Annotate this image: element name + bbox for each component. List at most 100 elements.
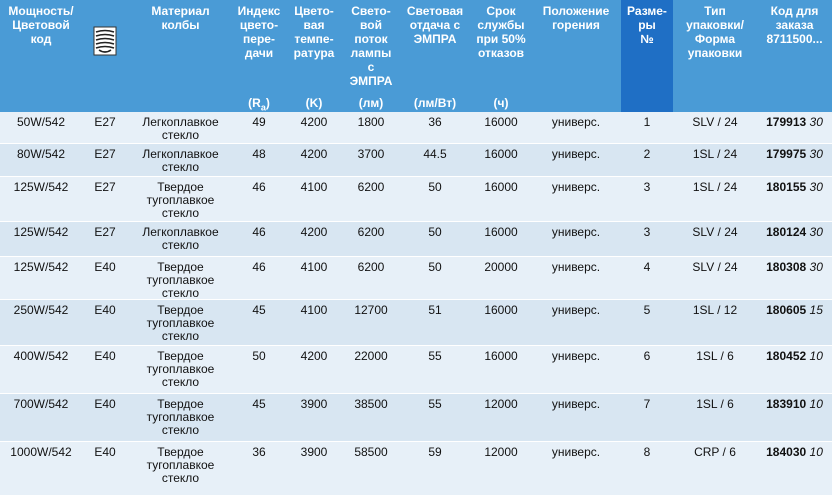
cell-ct: 4100 (300, 180, 328, 194)
header-flux: Свето- вой поток лампы с ЭМПРА (лм) (343, 0, 399, 112)
cell-ct: 4100 (300, 303, 328, 317)
cell-pack: 1SL / 24 (692, 180, 738, 194)
cell-eff: 50 (428, 260, 442, 274)
header-order: Код для заказа 8711500... (757, 0, 832, 112)
header-size-label: Разме- ры № (627, 4, 667, 46)
cell-material: Твердое тугоплавкое стекло (146, 397, 215, 437)
cell-eff: 44.5 (423, 147, 447, 161)
cell-eff: 36 (428, 115, 442, 129)
order-code-suffix: 30 (809, 115, 823, 129)
cell-order-code: 180605 15 (757, 304, 832, 317)
cell-pos: универс. (551, 180, 601, 194)
order-code: 180155 (766, 180, 807, 194)
cell-base: E40 (94, 445, 116, 459)
row-divider (0, 256, 832, 257)
row-divider (0, 299, 832, 300)
header-size: Разме- ры № (621, 0, 673, 112)
cell-pack: 1SL / 12 (692, 303, 738, 317)
header-efficacy: Световая отдача с ЭМПРА (лм/Вт) (399, 0, 471, 112)
cell-flux: 3700 (357, 147, 385, 161)
cell-pack: CRP / 6 (694, 445, 736, 459)
cell-life: 16000 (484, 349, 518, 363)
order-code: 180308 (766, 260, 807, 274)
header-position-label: Положение горения (542, 4, 610, 32)
cell-power: 700W/542 (13, 397, 69, 411)
order-code: 179975 (766, 147, 807, 161)
cell-life: 20000 (484, 260, 518, 274)
cell-ct: 4200 (300, 225, 328, 239)
cell-flux: 1800 (357, 115, 385, 129)
cell-ct: 3900 (300, 445, 328, 459)
cell-ct: 4100 (300, 260, 328, 274)
cell-cri: 45 (252, 397, 266, 411)
cell-pack: SLV / 24 (692, 225, 738, 239)
cri-unit-sub: a (260, 102, 266, 113)
cell-order-code: 179975 30 (757, 148, 832, 161)
cell-flux: 6200 (357, 225, 385, 239)
cell-flux: 6200 (357, 180, 385, 194)
header-efficacy-unit: (лм/Вт) (413, 96, 457, 110)
cell-power: 50W/542 (16, 115, 66, 129)
cell-size: 5 (643, 303, 651, 317)
cell-ct: 4200 (300, 115, 328, 129)
cell-ct: 4200 (300, 349, 328, 363)
row-divider (0, 221, 832, 222)
cell-cri: 48 (252, 147, 266, 161)
order-code-suffix: 15 (809, 303, 823, 317)
order-code-suffix: 10 (809, 349, 823, 363)
cell-pos: универс. (551, 147, 601, 161)
header-flux-unit: (лм) (358, 96, 384, 110)
order-code: 180452 (766, 349, 807, 363)
cell-base: E40 (94, 397, 116, 411)
cell-base: E27 (94, 147, 116, 161)
cell-order-code: 183910 10 (757, 398, 832, 411)
cell-flux: 12700 (354, 303, 388, 317)
cell-size: 2 (643, 147, 651, 161)
row-divider (0, 143, 832, 144)
order-code: 184030 (766, 445, 807, 459)
row-divider (0, 176, 832, 177)
cell-base: E40 (94, 260, 116, 274)
cell-pack: SLV / 24 (692, 115, 738, 129)
cell-size: 3 (643, 180, 651, 194)
cell-cri: 50 (252, 349, 266, 363)
cell-order-code: 184030 10 (757, 446, 832, 459)
cell-base: E27 (94, 115, 116, 129)
table-row: 125W/542 E27 Твердое тугоплавкое стекло 46 4… (0, 177, 832, 222)
cell-pack: SLV / 24 (692, 260, 738, 274)
order-code-suffix: 10 (809, 397, 823, 411)
cell-power: 125W/542 (13, 180, 69, 194)
cell-material: Легкоплавкое стекло (142, 225, 219, 252)
header-power: Мощность/ Цветовой код (0, 0, 82, 112)
table-row: 125W/542 E40 Твердое тугоплавкое стекло 46 4… (0, 257, 832, 300)
cell-eff: 59 (428, 445, 442, 459)
cell-pos: универс. (551, 303, 601, 317)
cell-pack: 1SL / 6 (696, 397, 734, 411)
cell-material: Твердое тугоплавкое стекло (146, 260, 215, 300)
cell-size: 3 (643, 225, 651, 239)
cell-life: 16000 (484, 225, 518, 239)
cell-order-code: 179913 30 (757, 116, 832, 129)
cell-material: Легкоплавкое стекло (142, 147, 219, 174)
cell-life: 16000 (484, 180, 518, 194)
order-code-suffix: 30 (809, 225, 823, 239)
cell-cri: 46 (252, 180, 266, 194)
cell-flux: 6200 (357, 260, 385, 274)
cell-power: 125W/542 (13, 225, 69, 239)
header-pack-label: Тип упаковки/ Форма упаковки (686, 4, 744, 60)
cell-size: 1 (643, 115, 651, 129)
cell-ct: 3900 (300, 397, 328, 411)
cell-pos: универс. (551, 349, 601, 363)
cell-flux: 38500 (354, 397, 388, 411)
cell-cri: 49 (252, 115, 266, 129)
order-code: 180124 (766, 225, 807, 239)
cell-life: 12000 (484, 397, 518, 411)
cell-eff: 55 (428, 397, 442, 411)
cell-eff: 51 (428, 303, 442, 317)
cell-base: E27 (94, 180, 116, 194)
cell-life: 16000 (484, 115, 518, 129)
cell-pos: универс. (551, 397, 601, 411)
cell-material: Твердое тугоплавкое стекло (146, 349, 215, 389)
header-order-label: Код для заказа 8711500... (766, 4, 823, 46)
cell-flux: 58500 (354, 445, 388, 459)
